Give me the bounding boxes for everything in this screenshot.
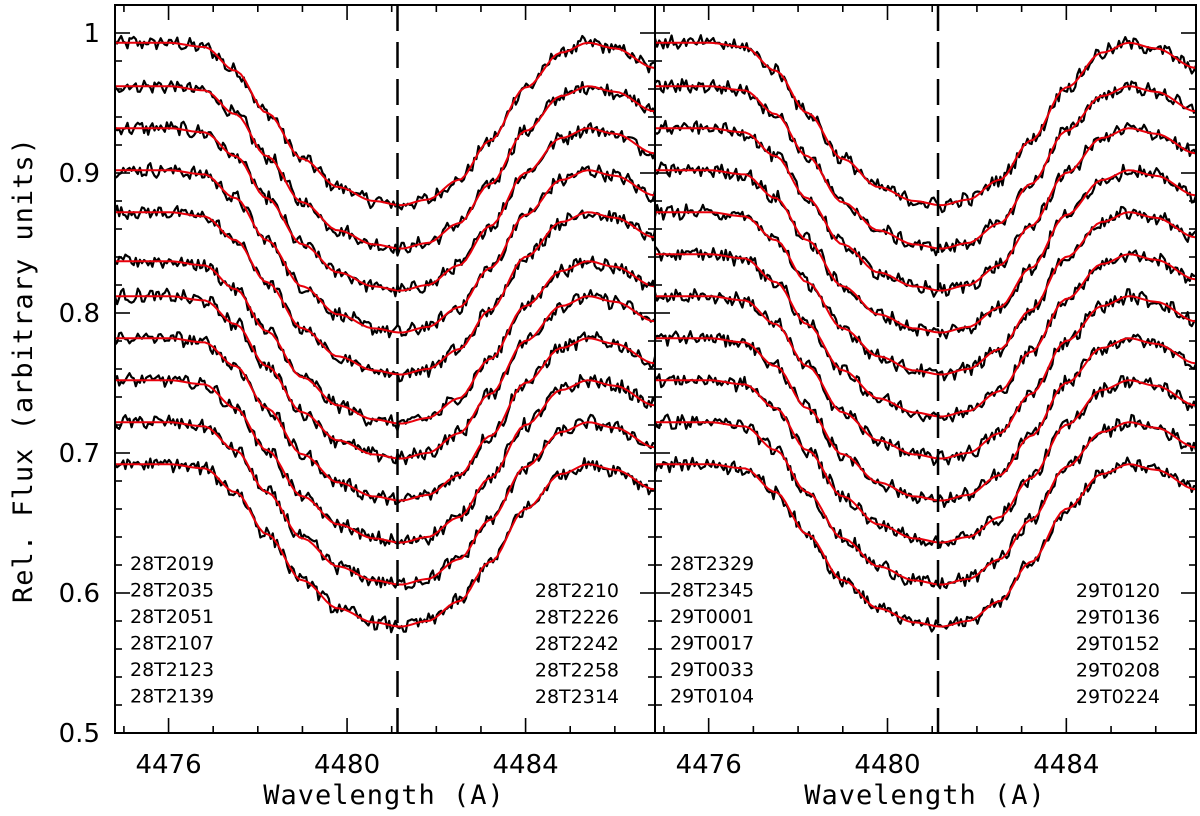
spectrum-label: 29T0152 <box>1076 633 1160 655</box>
x-tick-label: 4480 <box>314 750 380 780</box>
spectrum-label: 29T0208 <box>1076 660 1160 682</box>
left-panel: 4476 4480 4484 28T2019 28T2035 28T2051 28T2107… <box>113 4 657 780</box>
model-spectrum-10 <box>655 421 1197 586</box>
y-axis-title: Rel. Flux (arbitrary units) <box>8 137 39 603</box>
spectrum-label: 29T0136 <box>1076 607 1160 629</box>
observed-spectrum-11 <box>114 457 656 634</box>
x-tick-label: 4476 <box>676 750 742 780</box>
spectrum-label: 28T2107 <box>130 633 214 655</box>
spectrum-label: 28T2329 <box>670 553 754 575</box>
model-spectrum-8 <box>655 337 1197 502</box>
spectrum-label: 29T0120 <box>1076 580 1160 602</box>
observed-spectrum-3 <box>654 119 1197 298</box>
y-tick-label: 0.8 <box>59 299 100 329</box>
observed-spectrum-6 <box>114 253 657 432</box>
y-tick-label: 0.6 <box>59 579 100 609</box>
y-tick-label: 1 <box>83 19 100 49</box>
observed-spectrum-6 <box>654 245 1197 423</box>
model-spectrum-3 <box>655 127 1197 292</box>
spectrum-label: 29T0001 <box>670 606 754 628</box>
x-tick-label: 4484 <box>492 750 558 780</box>
observed-spectrum-10 <box>114 413 656 591</box>
model-spectrum-9 <box>655 379 1197 544</box>
spectrum-label: 29T0017 <box>670 633 754 655</box>
spectrum-label: 28T2314 <box>535 686 619 708</box>
observed-spectrum-1 <box>114 34 656 211</box>
model-spectrum-11 <box>115 463 656 628</box>
model-spectrum-5 <box>115 211 656 376</box>
observed-spectrum-10 <box>653 413 1198 590</box>
spectrum-label: 28T2242 <box>535 633 619 655</box>
spectrum-label: 28T2139 <box>130 686 214 708</box>
spectrum-label: 28T2019 <box>130 553 214 575</box>
y-tick-label: 0.9 <box>59 159 100 189</box>
observed-spectrum-8 <box>114 331 657 506</box>
observed-spectrum-4 <box>114 162 657 339</box>
x-axis-title-right: Wavelength (A) <box>804 780 1046 811</box>
model-spectrum-2 <box>655 85 1197 250</box>
spectrum-label: 28T2035 <box>130 580 214 602</box>
model-spectrum-4 <box>115 169 656 334</box>
x-tick-label: 4484 <box>1033 750 1099 780</box>
observed-spectrum-5 <box>113 204 657 383</box>
model-spectrum-7 <box>115 295 656 460</box>
spectrum-label: 28T2258 <box>535 660 619 682</box>
spectrum-label: 29T0033 <box>670 659 754 681</box>
model-spectrum-11 <box>655 463 1197 628</box>
observed-spectrum-7 <box>653 288 1197 466</box>
model-spectrum-10 <box>115 421 656 586</box>
spectrum-label: 28T2210 <box>535 580 619 602</box>
observed-spectrum-2 <box>654 78 1197 257</box>
model-spectrum-6 <box>655 253 1197 418</box>
spectrum-label: 29T0104 <box>670 686 754 708</box>
x-axis-title-left: Wavelength (A) <box>263 780 505 811</box>
x-tick-label: 4476 <box>135 750 201 780</box>
spectrum-label: 28T2051 <box>130 606 214 628</box>
y-tick-label: 0.7 <box>59 439 100 469</box>
observed-spectrum-9 <box>114 372 656 547</box>
observed-spectrum-2 <box>114 79 657 257</box>
model-spectrum-2 <box>115 85 656 250</box>
model-spectrum-1 <box>115 41 656 207</box>
y-axis-tick-labels: 0.5 0.6 0.7 0.8 0.9 1 <box>59 19 100 749</box>
observed-spectrum-9 <box>654 373 1198 549</box>
spectrum-label: 28T2345 <box>670 580 754 602</box>
model-spectrum-3 <box>115 127 656 292</box>
observed-spectrum-1 <box>653 34 1198 214</box>
y-tick-label: 0.5 <box>59 719 100 749</box>
x-tick-label: 4480 <box>854 750 920 780</box>
model-spectrum-8 <box>115 337 656 502</box>
model-spectrum-6 <box>115 260 656 425</box>
observed-spectrum-4 <box>654 161 1198 340</box>
spectrum-label: 28T2226 <box>535 607 619 629</box>
spectrum-label: 29T0224 <box>1076 686 1160 708</box>
model-spectrum-7 <box>655 295 1197 460</box>
model-spectrum-1 <box>655 41 1197 207</box>
right-panel: 4476 4480 4484 28T2329 28T2345 29T0001 29T0017… <box>653 4 1198 780</box>
spectrum-label: 28T2123 <box>130 659 214 681</box>
model-spectrum-9 <box>115 379 656 544</box>
model-spectrum-4 <box>655 169 1197 334</box>
model-spectrum-5 <box>655 211 1197 376</box>
